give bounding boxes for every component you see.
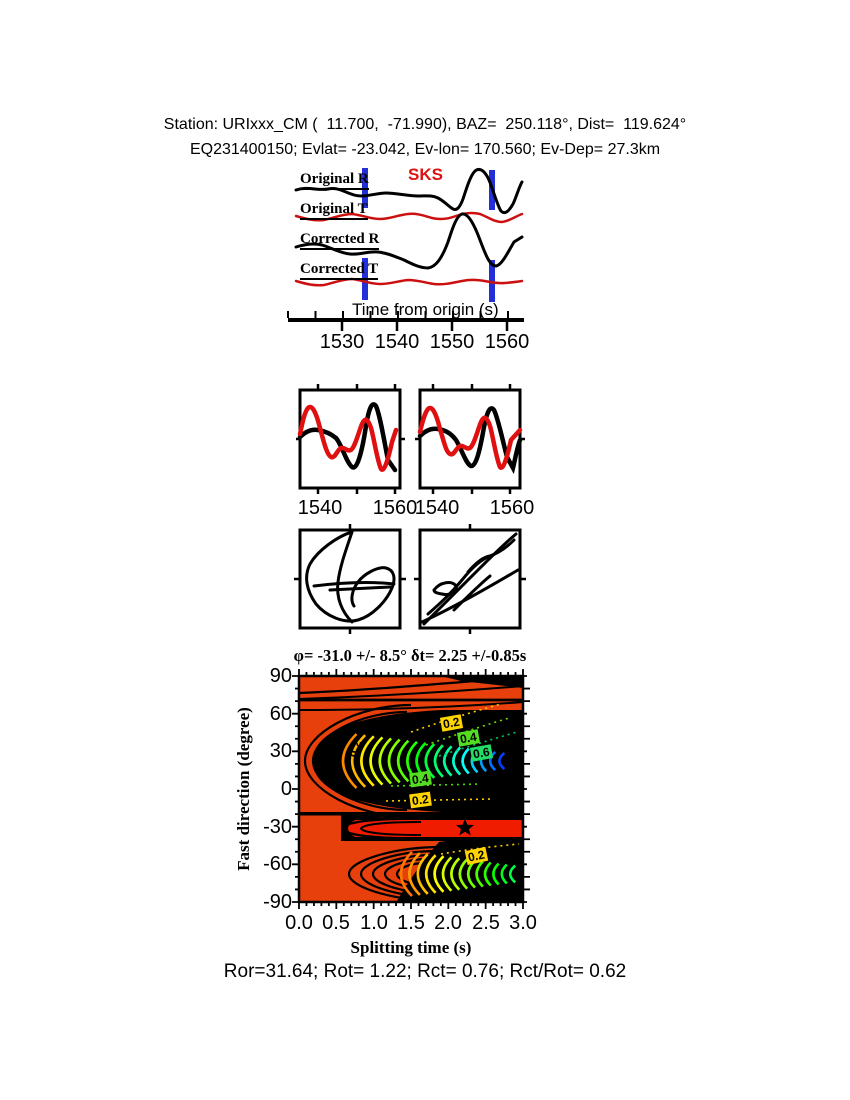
ytick-60: 60 (269, 703, 292, 725)
contour-title: φ= -31.0 +/- 8.5° δt= 2.25 +/-0.85s (293, 646, 527, 665)
contour-black-lines (298, 675, 524, 903)
overlay-ticks (296, 384, 525, 494)
contour-ylabel: Fast direction (degree) (234, 707, 253, 871)
time-axis-title: Time from origin (s) (352, 300, 499, 319)
splitting-statistics: Ror=31.64; Rot= 1.22; Rct= 0.76; Rct/Rot… (223, 961, 627, 982)
sks-phase-label: SKS (408, 165, 443, 184)
particle-motion-corrected (420, 532, 520, 626)
corrected-r-label: Corrected R (300, 231, 380, 250)
xtick-1.5: 1.5 (397, 912, 425, 934)
xtick-0.0: 0.0 (285, 912, 313, 934)
corrected-r-trace (294, 212, 524, 270)
corrected-t-trace (294, 277, 524, 287)
xtick-3.0: 3.0 (509, 912, 537, 934)
time-tick-1530: 1530 (319, 331, 365, 353)
overlay-tick-1560-left: 1560 (372, 497, 418, 519)
contour-color-chain-upper (341, 733, 506, 789)
time-tick-1540: 1540 (374, 331, 420, 353)
contour-xlabel: Splitting time (s) (350, 938, 472, 957)
particle-motion-plot (294, 524, 526, 634)
overlay-traces-original (297, 402, 399, 473)
time-axis (287, 311, 524, 331)
contour-frame-ticks (292, 669, 530, 909)
ytick-90: 90 (269, 665, 292, 687)
particle-ticks (294, 524, 526, 634)
original-r-label: Original R (300, 171, 369, 190)
original-t-label: Original T (300, 201, 368, 220)
time-tick-1550: 1550 (429, 331, 475, 353)
contour-label-0.2-b: 0.2 (409, 791, 432, 809)
overlay-tick-1540-left: 1540 (297, 497, 343, 519)
ytick-30: 30 (269, 740, 292, 762)
overlay-tick-1560-right: 1560 (489, 497, 535, 519)
seismic-traces (294, 167, 524, 287)
ytick-0: 0 (280, 778, 292, 800)
ytick-neg90: -90 (263, 891, 292, 913)
event-header-line: EQ231400150; Evlat= -23.042, Ev-lon= 170… (189, 141, 661, 158)
overlay-traces-corrected (417, 405, 523, 475)
station-header-line: Station: URIxxx_CM ( 11.700, -71.990), B… (163, 116, 687, 133)
overlay-tick-1540-right: 1540 (414, 497, 460, 519)
best-fit-star (456, 818, 474, 836)
xtick-1.0: 1.0 (360, 912, 388, 934)
original-t-trace (294, 211, 524, 224)
overlay-boxes (298, 388, 522, 490)
time-tick-1560: 1560 (484, 331, 530, 353)
xtick-2.5: 2.5 (472, 912, 500, 934)
contour-frame (297, 674, 525, 904)
original-r-trace (294, 167, 524, 215)
xtick-2.0: 2.0 (434, 912, 462, 934)
xtick-0.5: 0.5 (322, 912, 350, 934)
ytick-neg30: -30 (263, 816, 292, 838)
fast-slow-overlay-plot (296, 384, 525, 494)
corrected-t-label: Corrected T (300, 261, 379, 280)
particle-motion-original (305, 530, 396, 624)
splitting-error-contour (292, 669, 530, 909)
ytick-neg60: -60 (263, 853, 292, 875)
contour-label-0.4-b: 0.4 (409, 770, 432, 788)
